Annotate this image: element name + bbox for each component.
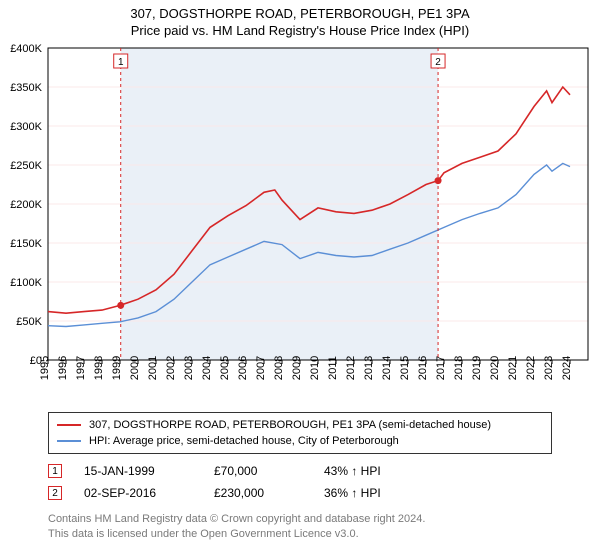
title-block: 307, DOGSTHORPE ROAD, PETERBOROUGH, PE1 …: [0, 0, 600, 38]
svg-text:2005: 2005: [219, 356, 231, 380]
svg-text:2012: 2012: [345, 356, 357, 380]
legend-item: 307, DOGSTHORPE ROAD, PETERBOROUGH, PE1 …: [57, 417, 543, 433]
svg-text:1999: 1999: [111, 356, 123, 380]
svg-text:2015: 2015: [399, 356, 411, 380]
title-subtitle: Price paid vs. HM Land Registry's House …: [0, 23, 600, 38]
sale-price: £70,000: [214, 464, 324, 478]
title-address: 307, DOGSTHORPE ROAD, PETERBOROUGH, PE1 …: [0, 6, 600, 21]
sale-row: 2 02-SEP-2016£230,00036% ↑ HPI: [48, 482, 552, 504]
svg-text:£250K: £250K: [10, 160, 42, 172]
svg-text:£300K: £300K: [10, 121, 42, 133]
sale-vs-hpi: 36% ↑ HPI: [324, 486, 414, 500]
sale-vs-hpi: 43% ↑ HPI: [324, 464, 414, 478]
legend-label: 307, DOGSTHORPE ROAD, PETERBOROUGH, PE1 …: [89, 419, 491, 431]
svg-text:2008: 2008: [273, 356, 285, 380]
legend-item: HPI: Average price, semi-detached house,…: [57, 433, 543, 449]
sale-row: 1 15-JAN-1999£70,00043% ↑ HPI: [48, 460, 552, 482]
svg-text:£200K: £200K: [10, 199, 42, 211]
sale-marker-icon: 2: [48, 486, 62, 500]
chart-area: £0£50K£100K£150K£200K£250K£300K£350K£400…: [0, 44, 600, 404]
svg-text:2014: 2014: [381, 356, 393, 380]
legend-box: 307, DOGSTHORPE ROAD, PETERBOROUGH, PE1 …: [48, 412, 552, 454]
sale-date: 02-SEP-2016: [84, 486, 214, 500]
svg-text:1: 1: [118, 57, 124, 68]
legend-swatch: [57, 424, 81, 426]
svg-text:2019: 2019: [471, 356, 483, 380]
chart-svg: £0£50K£100K£150K£200K£250K£300K£350K£400…: [0, 44, 600, 404]
legend-swatch: [57, 440, 81, 442]
svg-text:1998: 1998: [93, 356, 105, 380]
svg-text:2002: 2002: [165, 356, 177, 380]
svg-text:2009: 2009: [291, 356, 303, 380]
svg-text:1996: 1996: [57, 356, 69, 380]
sale-price: £230,000: [214, 486, 324, 500]
svg-text:2004: 2004: [201, 356, 213, 380]
svg-text:2001: 2001: [147, 356, 159, 380]
svg-text:2000: 2000: [129, 356, 141, 380]
svg-text:2018: 2018: [453, 356, 465, 380]
svg-text:2007: 2007: [255, 356, 267, 380]
svg-text:1997: 1997: [75, 356, 87, 380]
attribution-line1: Contains HM Land Registry data © Crown c…: [48, 512, 552, 527]
sale-date: 15-JAN-1999: [84, 464, 214, 478]
svg-text:2020: 2020: [489, 356, 501, 380]
sale-marker-icon: 1: [48, 464, 62, 478]
svg-text:2: 2: [435, 57, 441, 68]
svg-text:2021: 2021: [507, 356, 519, 380]
svg-text:£400K: £400K: [10, 44, 42, 55]
chart-container: 307, DOGSTHORPE ROAD, PETERBOROUGH, PE1 …: [0, 0, 600, 560]
svg-text:2022: 2022: [525, 356, 537, 380]
attribution-line2: This data is licensed under the Open Gov…: [48, 527, 552, 542]
svg-text:£350K: £350K: [10, 82, 42, 94]
svg-text:£150K: £150K: [10, 238, 42, 250]
svg-text:2010: 2010: [309, 356, 321, 380]
svg-text:2006: 2006: [237, 356, 249, 380]
svg-text:2017: 2017: [435, 356, 447, 380]
svg-text:2003: 2003: [183, 356, 195, 380]
svg-text:1995: 1995: [39, 356, 51, 380]
attribution-text: Contains HM Land Registry data © Crown c…: [48, 512, 552, 542]
svg-text:2013: 2013: [363, 356, 375, 380]
legend-label: HPI: Average price, semi-detached house,…: [89, 435, 399, 447]
svg-text:2016: 2016: [417, 356, 429, 380]
svg-text:2024: 2024: [561, 356, 573, 380]
svg-text:£50K: £50K: [16, 316, 42, 328]
svg-text:£100K: £100K: [10, 277, 42, 289]
svg-text:2023: 2023: [543, 356, 555, 380]
sales-list: 1 15-JAN-1999£70,00043% ↑ HPI 2 02-SEP-2016…: [48, 460, 552, 504]
